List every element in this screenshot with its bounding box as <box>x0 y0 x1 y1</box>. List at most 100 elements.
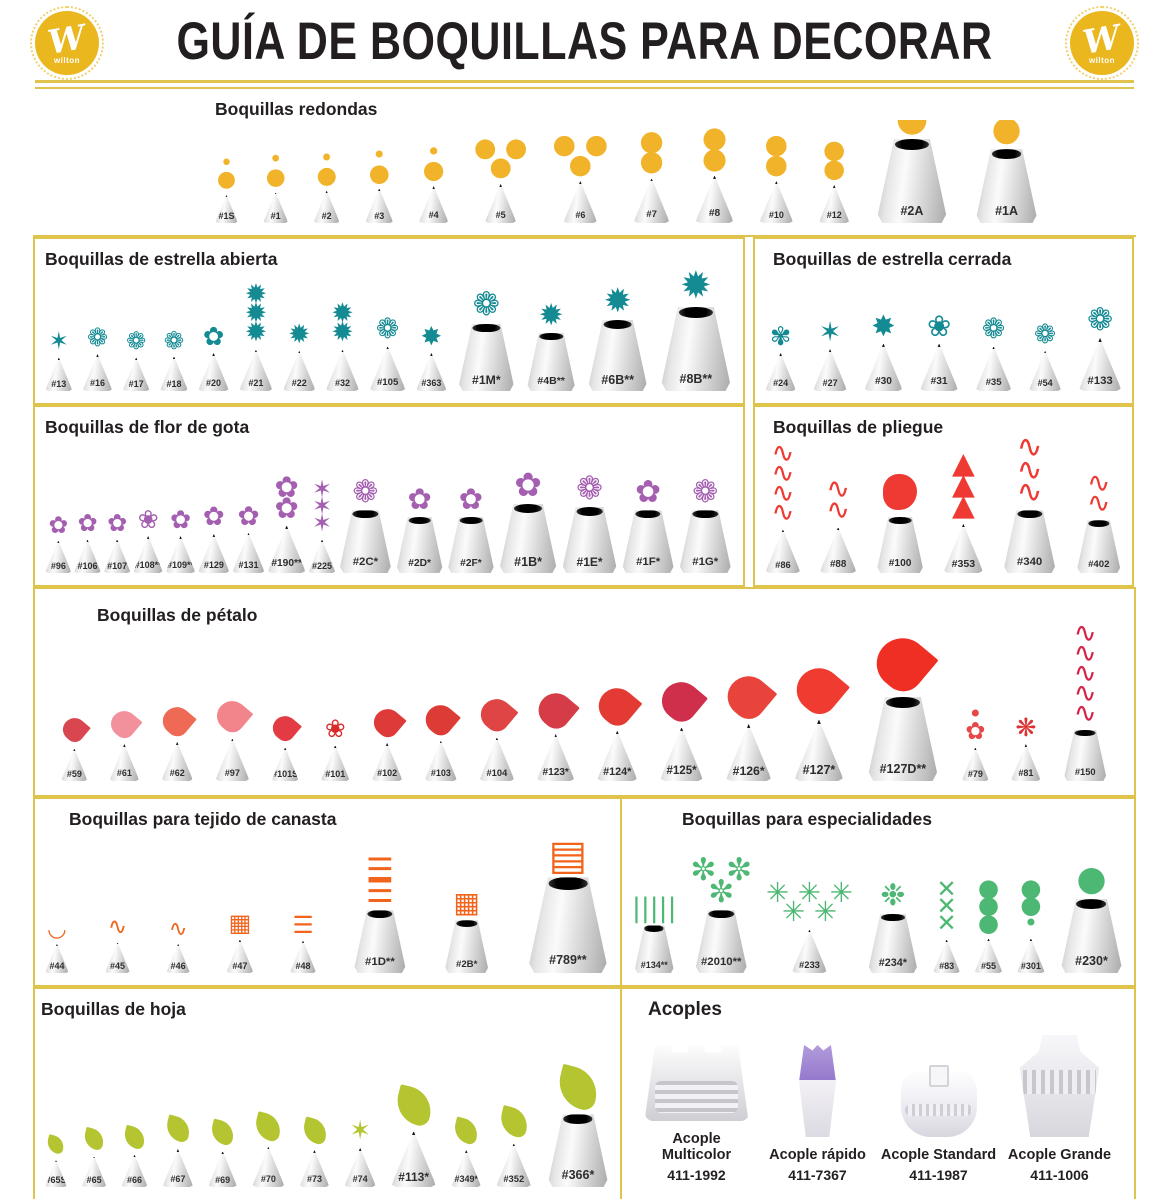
icing-sample: ❀ <box>926 308 952 343</box>
tips-row: ||||| #134** ✼ ✼ ✼ #2010** ✳ ✳ ✳ ✳ <box>622 830 1134 985</box>
tip-label: #44 <box>49 960 65 971</box>
tip-label: #46 <box>170 960 186 971</box>
tip-cone: #102 <box>372 742 402 781</box>
tip-item: ◡ #44 <box>45 915 69 973</box>
tip-item: ● #2A <box>875 120 949 223</box>
tip-label: #225 <box>312 560 333 571</box>
tip-cone: #35 <box>976 346 1011 391</box>
tip-item: #366* <box>546 1063 610 1187</box>
tip-item: ● ● #7 <box>633 123 670 223</box>
tip-item: ✹ ✹ ✹ #21 <box>239 281 273 391</box>
tip-cone: #127* <box>795 719 843 781</box>
icing-sample: ❀ <box>137 504 159 534</box>
tip-cone: #81 <box>1011 744 1041 781</box>
icing-sample <box>719 667 778 726</box>
tip-item: #126* <box>719 667 778 781</box>
tip-cone: #8 <box>696 175 733 223</box>
tip-cone: #2B* <box>445 920 489 973</box>
icing-sample: ✹ ✹ <box>331 298 354 349</box>
section-title: Boquillas de estrella cerrada <box>773 249 1012 269</box>
icing-sample: ✹ <box>288 318 311 350</box>
tip-label: #353 <box>951 558 976 570</box>
divider-rule-top <box>35 80 1134 83</box>
icing-sample: ✳ ✳ ✳ ✳ ✳ <box>766 875 853 929</box>
tip-label: #301 <box>1020 960 1041 971</box>
tip-label: #10 <box>768 210 784 221</box>
tip-label: #2010** <box>700 956 742 969</box>
tip-cone: #59 <box>61 748 87 781</box>
tip-label: #86 <box>775 559 791 570</box>
tip-item: ✶ #74 <box>344 1118 376 1187</box>
tip-label: #16 <box>89 378 105 389</box>
icing-sample: ● <box>896 120 929 136</box>
tip-item: #127D** <box>866 627 940 781</box>
guide-grid: Boquillas redondas • ● #1S • ● #1 <box>33 89 1136 1199</box>
tip-label: #1M* <box>472 373 501 388</box>
tip-label: #1 <box>270 210 281 221</box>
tip-cone: #123* <box>537 733 574 781</box>
icing-sample: ● ● <box>639 123 664 178</box>
tip-item: ∿ ∿ #88 <box>819 475 857 573</box>
tip-item: ▲ ▲ ▲ #353 <box>943 448 983 573</box>
tip-label: #1F* <box>636 556 661 569</box>
tip-label: #97 <box>224 767 240 778</box>
icing-sample: ● ● ● <box>977 872 1000 937</box>
tip-label: #233 <box>799 959 820 970</box>
tip-item: #113* <box>391 1084 437 1187</box>
tips-row: ✶ #13 ❁ #16 ❁ <box>35 270 743 403</box>
tip-item: ● ● ● #55 <box>974 872 1003 973</box>
section-acoples: Acoples Acople Multicolor 411-1992 Acopl… <box>620 987 1136 1199</box>
icing-sample: ✿ <box>237 500 260 532</box>
tip-cone: #18 <box>160 356 188 391</box>
icing-sample: ✿ <box>202 321 225 352</box>
tip-label: #69 <box>215 1174 231 1185</box>
page-title: GUÍA DE BOQUILLAS PARA DECORAR <box>176 12 993 72</box>
icing-sample: ∿ ∿ ∿ ∿ ∿ <box>1016 438 1043 510</box>
section-pliegue: Boquillas de pliegue ∿ ∿ ∿ ∿ #86 ∿ ∿ #88 <box>753 405 1134 587</box>
tip-cone: #22 <box>283 350 315 391</box>
tip-label: #363 <box>421 378 442 389</box>
icing-sample <box>787 659 850 722</box>
tip-item: #66 <box>121 1124 148 1187</box>
tip-item: ∿ #45 <box>105 915 130 973</box>
coupler-icon <box>799 1045 836 1137</box>
couplers-row: Acople Multicolor 411-1992 Acople rápido… <box>622 1021 1134 1199</box>
tip-label: #190** <box>271 558 302 570</box>
tip-cone: #101S <box>272 747 299 781</box>
section-estrella-abierta: Boquillas de estrella abierta ✶ #13 ❁ #1… <box>33 237 745 405</box>
tip-item: ∿ ∿ #402 <box>1076 468 1122 573</box>
tip-label: #402 <box>1088 558 1110 570</box>
tip-cone: #54 <box>1029 350 1061 391</box>
tip-cone: #1 <box>263 192 288 223</box>
icing-sample <box>451 1116 481 1146</box>
tip-item: ✿ #1F* <box>621 474 676 573</box>
tip-item: #61 <box>105 705 143 781</box>
tip-item: ❀ #31 <box>920 308 959 391</box>
tip-item: ✶ #13 <box>45 329 73 391</box>
tip-cone: #301 <box>1017 938 1045 973</box>
tip-item: ❁ #1E* <box>561 472 619 573</box>
tip-item: #123* <box>532 686 580 781</box>
tip-item: ❁ #2C* <box>338 476 393 573</box>
tip-item: ● #1A <box>974 120 1039 223</box>
icing-sample: ✿ <box>635 474 662 510</box>
section-title: Boquillas de estrella abierta <box>45 249 278 269</box>
tip-item: ❁ #133 <box>1078 304 1122 391</box>
tip-cone: #3 <box>365 188 393 223</box>
tip-label: #6 <box>575 210 586 221</box>
tip-label: #4B** <box>537 375 565 388</box>
tip-cone: #126* <box>726 723 771 781</box>
coupler-item: Acople Grande 411-1006 <box>999 1035 1120 1183</box>
tip-label: #349* <box>454 1174 478 1185</box>
tip-cone: #65S <box>45 1160 67 1187</box>
tip-item: ❁ #18 <box>160 328 189 391</box>
tip-cone: #125* <box>660 727 703 781</box>
icing-sample: ✹ <box>603 280 632 320</box>
tip-item: ✿ #106 <box>74 511 102 573</box>
tip-cone: #2C* <box>340 510 391 573</box>
icing-sample: ◡ <box>47 915 67 942</box>
tip-cone: #31 <box>920 343 958 391</box>
icing-sample: ▤ <box>548 830 588 879</box>
tip-item: #124* <box>591 680 643 781</box>
icing-sample: ● <box>991 120 1022 150</box>
